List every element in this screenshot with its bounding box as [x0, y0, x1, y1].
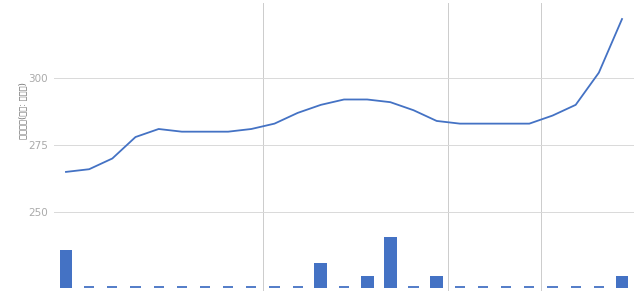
Y-axis label: 거래금액(단위: 백만원): 거래금액(단위: 백만원): [18, 82, 27, 139]
Bar: [616, 275, 628, 288]
Bar: [60, 250, 72, 288]
Bar: [430, 275, 443, 288]
Bar: [384, 237, 397, 288]
Bar: [361, 275, 374, 288]
Bar: [314, 263, 327, 288]
